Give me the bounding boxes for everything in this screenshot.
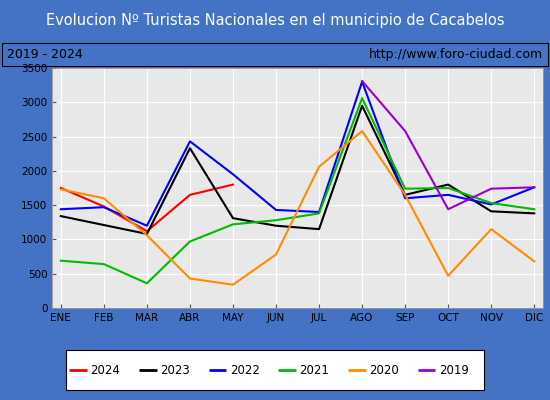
Text: 2019 - 2024: 2019 - 2024 — [7, 48, 83, 61]
Text: Evolucion Nº Turistas Nacionales en el municipio de Cacabelos: Evolucion Nº Turistas Nacionales en el m… — [46, 14, 504, 28]
Text: 2021: 2021 — [299, 364, 329, 376]
Text: http://www.foro-ciudad.com: http://www.foro-ciudad.com — [368, 48, 543, 61]
Text: 2024: 2024 — [90, 364, 120, 376]
FancyBboxPatch shape — [66, 350, 484, 390]
Text: 2020: 2020 — [369, 364, 399, 376]
Text: 2022: 2022 — [230, 364, 260, 376]
Text: 2019: 2019 — [439, 364, 469, 376]
Text: 2023: 2023 — [160, 364, 190, 376]
